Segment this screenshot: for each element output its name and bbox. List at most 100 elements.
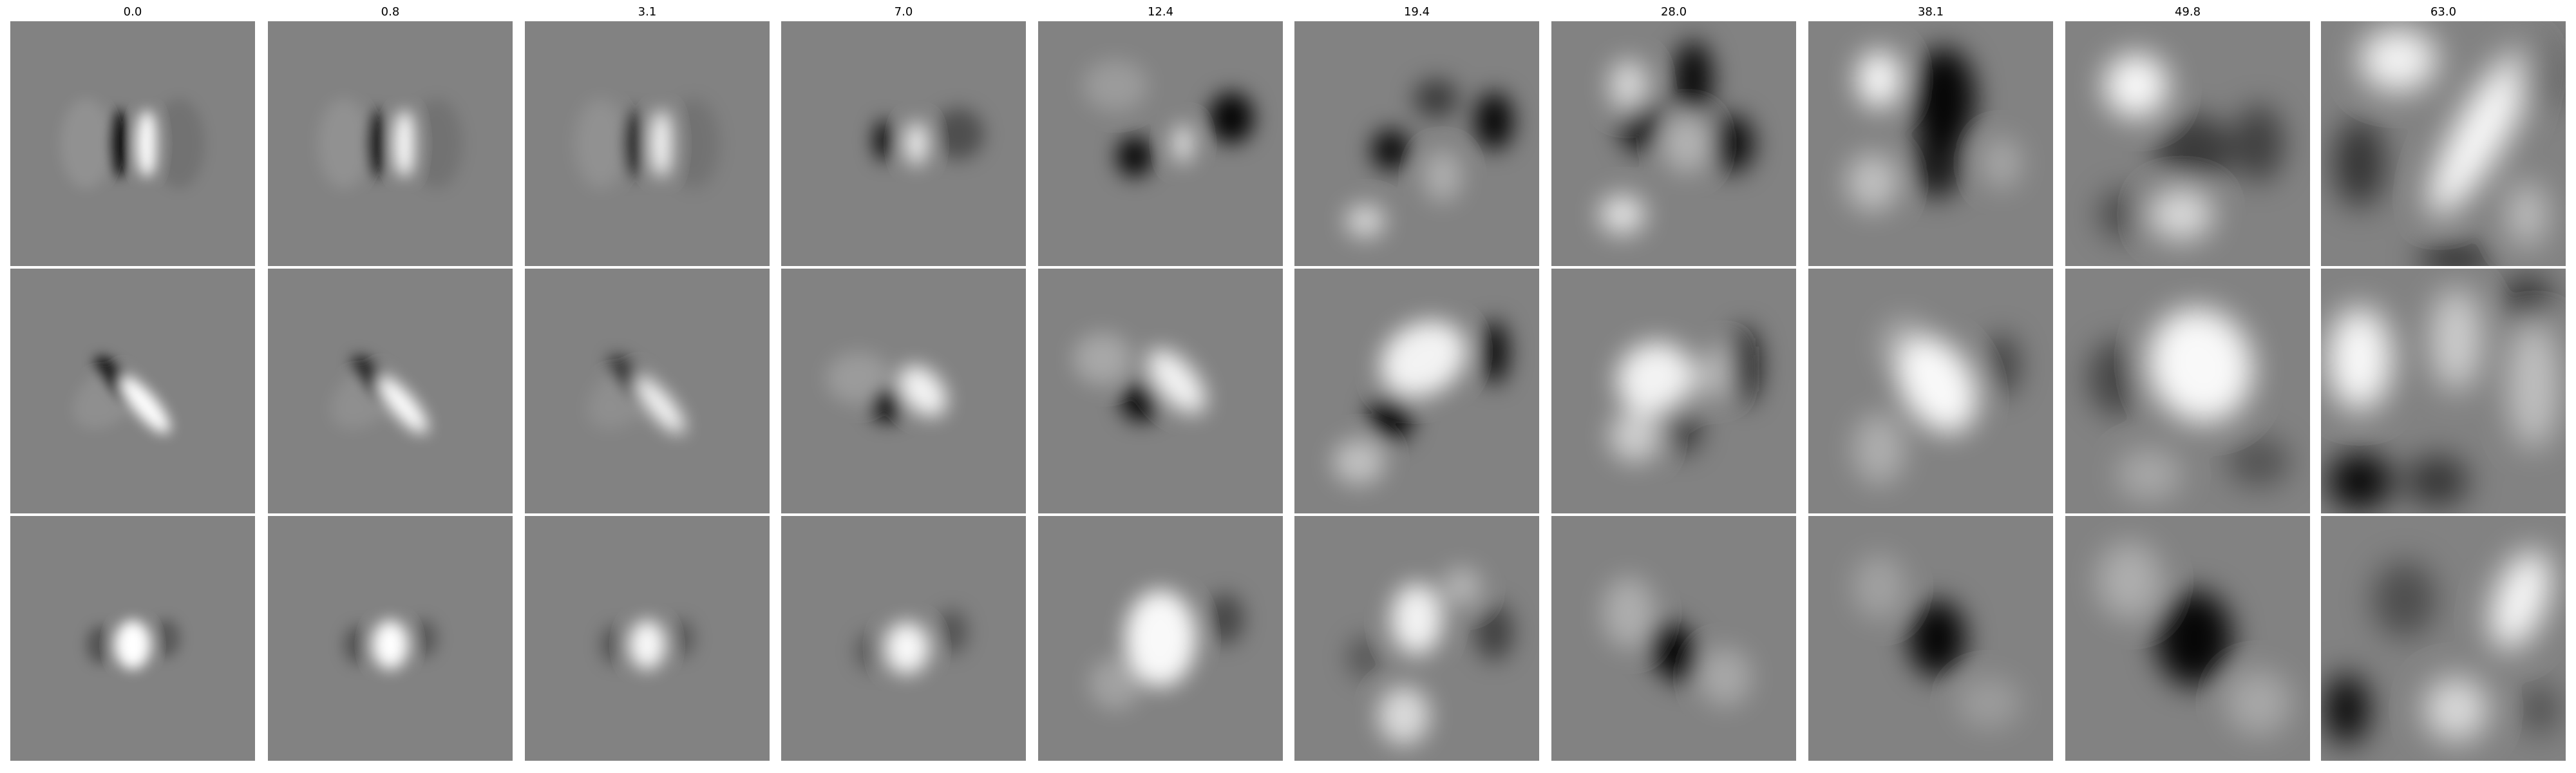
- intensity-blob: [2117, 449, 2181, 501]
- image-tile: [525, 21, 770, 266]
- filter-image: [2321, 516, 2566, 761]
- intensity-blob: [1125, 590, 1196, 687]
- intensity-blob: [2521, 683, 2559, 735]
- intensity-blob: [668, 99, 719, 189]
- filter-image: [1808, 269, 2053, 513]
- column-title: 63.0: [2430, 5, 2457, 19]
- filter-image: [10, 21, 255, 266]
- intensity-blob: [108, 110, 129, 177]
- intensity-blob: [2098, 542, 2162, 619]
- intensity-blob: [1346, 205, 1385, 237]
- filter-image: [1294, 269, 1539, 513]
- intensity-blob: [1658, 404, 1703, 455]
- filter-image: [525, 269, 770, 513]
- filter-image: [1808, 516, 2053, 761]
- intensity-blob: [1700, 648, 1751, 706]
- column-title: 28.0: [1660, 5, 1687, 19]
- intensity-blob: [2508, 182, 2546, 247]
- image-tile: [1808, 516, 2053, 761]
- image-tile: [525, 516, 770, 761]
- intensity-blob: [115, 620, 151, 669]
- intensity-blob: [411, 99, 462, 189]
- filter-image: [1551, 21, 1796, 266]
- image-tile: [1038, 21, 1283, 266]
- intensity-blob: [1443, 568, 1481, 606]
- intensity-blob: [629, 620, 665, 669]
- intensity-blob: [2508, 320, 2559, 449]
- image-tile: [1551, 516, 1796, 761]
- filter-image: [525, 21, 770, 266]
- intensity-blob: [1423, 150, 1462, 202]
- intensity-blob: [1857, 50, 1902, 108]
- intensity-blob: [1074, 333, 1132, 385]
- filter-image: [1808, 21, 2053, 266]
- intensity-blob: [884, 622, 929, 674]
- image-tile: [1038, 269, 1283, 513]
- intensity-blob: [1414, 79, 1459, 118]
- filter-image: [2321, 21, 2566, 266]
- intensity-blob: [587, 365, 656, 430]
- filter-image: [781, 516, 1026, 761]
- intensity-blob: [874, 120, 895, 161]
- intensity-blob: [1609, 410, 1661, 462]
- intensity-blob: [152, 619, 180, 658]
- intensity-blob: [1911, 47, 1976, 150]
- intensity-blob: [1209, 92, 1254, 144]
- column-title: 38.1: [1917, 5, 1944, 19]
- intensity-blob: [1853, 555, 1905, 619]
- intensity-blob: [2324, 674, 2369, 745]
- intensity-blob: [2226, 436, 2291, 488]
- intensity-blob: [1380, 320, 1466, 397]
- intensity-blob: [2405, 455, 2469, 507]
- intensity-blob: [933, 108, 984, 160]
- intensity-blob: [1879, 317, 1931, 375]
- filter-image: [268, 516, 513, 761]
- intensity-blob: [1728, 327, 1761, 404]
- intensity-blob: [2334, 118, 2385, 208]
- intensity-blob: [1664, 115, 1709, 173]
- intensity-blob: [137, 110, 157, 177]
- filter-image: [10, 269, 255, 513]
- intensity-blob: [899, 365, 947, 417]
- intensity-blob: [1206, 593, 1244, 645]
- image-tile: [1294, 516, 1539, 761]
- intensity-blob: [330, 365, 399, 430]
- intensity-blob: [1121, 380, 1162, 421]
- filter-image: [525, 516, 770, 761]
- intensity-blob: [826, 352, 891, 404]
- image-tile: [781, 269, 1026, 513]
- image-tile: [1294, 269, 1539, 513]
- intensity-blob: [1908, 600, 1966, 677]
- intensity-blob: [936, 609, 968, 654]
- intensity-blob: [318, 99, 370, 189]
- intensity-blob: [2149, 189, 2213, 240]
- image-tile: [2065, 21, 2310, 266]
- column-title: 19.4: [1403, 5, 1430, 19]
- intensity-blob: [1646, 619, 1701, 683]
- filter-image: [1294, 21, 1539, 266]
- intensity-blob: [855, 632, 887, 671]
- intensity-blob: [372, 620, 408, 669]
- intensity-blob: [667, 619, 695, 658]
- intensity-blob: [906, 122, 927, 166]
- image-tile: [1808, 269, 2053, 513]
- image-tile: [268, 21, 513, 266]
- intensity-blob: [651, 110, 672, 177]
- intensity-blob: [1982, 333, 2021, 397]
- intensity-blob: [1853, 414, 1905, 484]
- filter-image: [2065, 516, 2310, 761]
- filter-image: [781, 21, 1026, 266]
- intensity-blob: [394, 110, 415, 177]
- intensity-blob: [1378, 687, 1430, 745]
- image-tile: [2065, 269, 2310, 513]
- intensity-blob: [2418, 243, 2495, 266]
- intensity-blob: [2372, 561, 2437, 638]
- image-tile: [781, 21, 1026, 266]
- intensity-blob: [1674, 41, 1712, 118]
- filter-image: [2065, 21, 2310, 266]
- image-tile: [2321, 269, 2566, 513]
- column-title: 7.0: [894, 5, 913, 19]
- intensity-blob: [2088, 339, 2146, 417]
- intensity-blob: [1956, 677, 2021, 729]
